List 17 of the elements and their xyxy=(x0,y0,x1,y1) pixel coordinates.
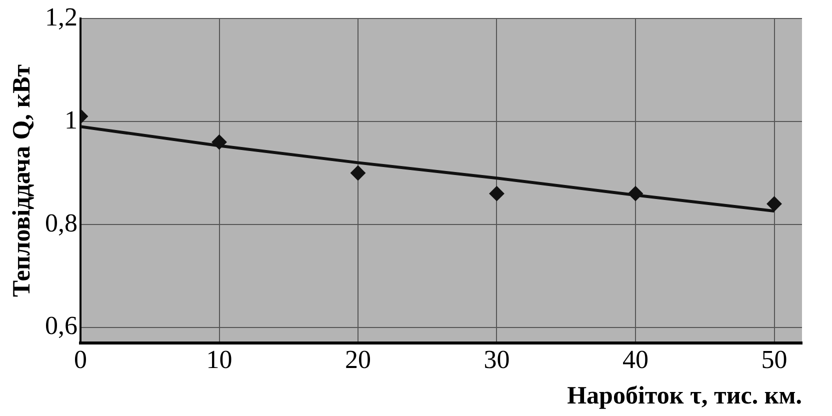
y-tick-label: 0,8 xyxy=(45,208,78,238)
x-tick-label: 10 xyxy=(206,345,232,374)
x-tick-label: 30 xyxy=(484,345,510,374)
y-tick-label: 1,2 xyxy=(45,2,78,32)
x-tick-label: 40 xyxy=(622,345,648,374)
x-tick-label: 20 xyxy=(345,345,371,374)
point xyxy=(628,186,643,202)
point xyxy=(489,186,504,202)
x-axis-title: Наробіток τ, тис. км. xyxy=(567,382,802,410)
point xyxy=(212,134,227,150)
point xyxy=(766,196,782,212)
point xyxy=(350,165,366,180)
y-axis-title: Тепловіддача Q, кВт xyxy=(8,64,36,297)
x-tick-label: 0 xyxy=(74,345,87,374)
y-tick-label: 1 xyxy=(64,105,78,134)
y-tick-label: 0,6 xyxy=(45,311,78,340)
x-tick-label: 50 xyxy=(761,345,788,374)
